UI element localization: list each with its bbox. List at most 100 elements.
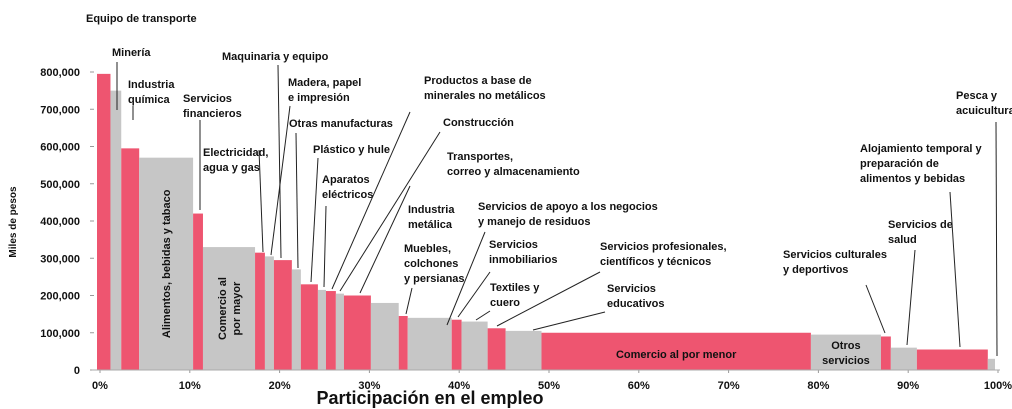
leader-line xyxy=(339,131,441,292)
category-label: Plástico y hule xyxy=(313,144,390,156)
leader-line xyxy=(496,271,601,327)
x-tick-label: 10% xyxy=(179,380,201,392)
bar xyxy=(343,295,371,370)
bar xyxy=(317,289,326,370)
category-label: minerales no metálicos xyxy=(424,90,546,102)
bar xyxy=(505,330,542,370)
category-label: Servicios xyxy=(183,93,232,105)
category-label: eléctricos xyxy=(322,189,373,201)
bar xyxy=(110,90,122,370)
category-label: Muebles, xyxy=(404,243,451,255)
x-tick-label: 80% xyxy=(807,380,829,392)
y-tick-label: 600,000 xyxy=(40,142,80,154)
y-tick-label: 400,000 xyxy=(40,216,80,228)
bar xyxy=(202,247,256,370)
category-label: Construcción xyxy=(443,117,514,129)
leader-line xyxy=(532,311,606,331)
bar xyxy=(407,317,452,370)
category-label: científicos y técnicos xyxy=(600,256,711,268)
bar xyxy=(255,252,265,370)
leader-line xyxy=(405,287,413,315)
category-label: Servicios xyxy=(489,239,538,251)
category-label: Maquinaria y equipo xyxy=(222,51,329,63)
bar xyxy=(97,73,111,371)
bar xyxy=(810,334,881,370)
category-label: por mayor xyxy=(231,281,243,336)
category-label: Textiles y xyxy=(490,282,540,294)
bar xyxy=(398,315,408,370)
bar xyxy=(487,328,506,370)
category-label: Alimentos, bebidas y tabaco xyxy=(161,189,173,338)
category-label: metálica xyxy=(408,219,453,231)
category-label: Pesca y xyxy=(956,90,998,102)
category-label: alimentos y bebidas xyxy=(860,173,965,185)
bar xyxy=(916,349,988,370)
leader-line xyxy=(331,111,411,290)
bar xyxy=(890,347,917,370)
category-label: Electricidad, xyxy=(203,147,268,159)
category-label: Comercio al xyxy=(217,277,229,340)
y-tick-label: 700,000 xyxy=(40,104,80,116)
y-tick-label: 100,000 xyxy=(40,328,80,340)
bar xyxy=(325,291,336,370)
leader-line xyxy=(906,249,916,346)
bar xyxy=(300,284,318,370)
leader-line xyxy=(457,271,491,318)
category-label: Servicios de xyxy=(888,219,953,231)
leader-line xyxy=(323,205,327,288)
y-tick-label: 200,000 xyxy=(40,291,80,303)
category-label: cuero xyxy=(490,297,520,309)
category-label: Servicios profesionales, xyxy=(600,241,727,253)
x-tick-label: 20% xyxy=(269,380,291,392)
category-label: educativos xyxy=(607,298,664,310)
category-label: colchones xyxy=(404,258,458,270)
x-tick-label: 60% xyxy=(628,380,650,392)
bar xyxy=(987,358,995,370)
category-label: química xyxy=(128,94,170,106)
leader-line xyxy=(270,105,291,256)
category-label: inmobiliarios xyxy=(489,254,557,266)
category-label: Madera, papel xyxy=(288,77,361,89)
leader-line xyxy=(295,132,299,269)
category-label: correo y almacenamiento xyxy=(447,166,580,178)
category-label: Productos a base de xyxy=(424,75,532,87)
leader-line xyxy=(310,157,319,283)
leader-line xyxy=(995,121,998,357)
x-tick-label: 40% xyxy=(448,380,470,392)
category-label: acuicultura xyxy=(956,105,1012,117)
bar xyxy=(335,293,344,370)
category-label: Servicios culturales xyxy=(783,249,887,261)
y-axis-title: Miles de pesos xyxy=(8,186,19,258)
x-tick-label: 90% xyxy=(897,380,919,392)
bar xyxy=(451,319,462,370)
category-label: Transportes, xyxy=(447,151,513,163)
x-tick-label: 0% xyxy=(92,380,108,392)
category-label: servicios xyxy=(822,355,870,367)
category-label: y deportivos xyxy=(783,264,848,276)
y-tick-label: 800,000 xyxy=(40,67,80,79)
leader-line xyxy=(359,185,411,294)
bar xyxy=(264,256,274,370)
category-label: y manejo de residuos xyxy=(478,216,590,228)
leader-line xyxy=(475,310,491,321)
bar xyxy=(121,148,140,370)
category-label: Alojamiento temporal y xyxy=(860,143,983,155)
x-tick-label: 50% xyxy=(538,380,560,392)
y-tick-label: 0 xyxy=(74,365,80,377)
y-tick-label: 300,000 xyxy=(40,253,80,265)
category-label: Servicios xyxy=(607,283,656,295)
bar xyxy=(139,157,194,370)
category-label: Comercio al por menor xyxy=(616,349,737,361)
x-tick-label: 30% xyxy=(358,380,380,392)
leader-line xyxy=(446,231,486,326)
category-label: preparación de xyxy=(860,158,939,170)
category-label: Minería xyxy=(112,47,151,59)
leader-line xyxy=(865,284,886,334)
category-label: y persianas xyxy=(404,273,465,285)
bar xyxy=(461,321,488,370)
bar xyxy=(273,260,292,370)
category-label: Industria xyxy=(408,204,455,216)
category-label: Aparatos xyxy=(322,174,370,186)
x-tick-label: 100% xyxy=(984,380,1012,392)
